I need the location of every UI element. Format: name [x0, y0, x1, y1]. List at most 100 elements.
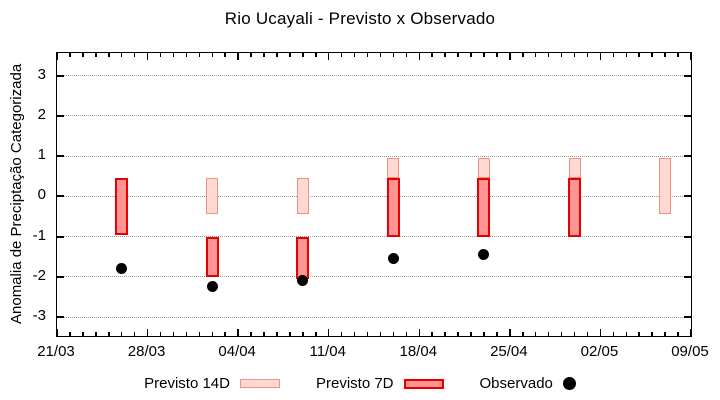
observado-point — [206, 281, 218, 293]
x-minor-tick — [120, 332, 123, 336]
x-major-tick — [327, 53, 330, 60]
y-tick-label: -2 — [32, 266, 46, 284]
x-minor-tick — [483, 332, 485, 336]
x-minor-tick — [108, 332, 110, 336]
x-minor-tick — [82, 332, 84, 336]
legend-label-previsto-7d: Previsto 7D — [315, 375, 394, 392]
x-minor-tick — [159, 332, 162, 336]
x-minor-tick — [159, 53, 162, 57]
x-minor-tick — [198, 332, 201, 336]
x-minor-tick — [302, 53, 304, 57]
x-minor-tick — [496, 332, 498, 336]
x-minor-tick — [108, 53, 110, 57]
y-tick-label: 2 — [37, 105, 46, 123]
x-tick-label: 09/05 — [671, 343, 709, 360]
y-tick — [57, 114, 64, 117]
x-minor-tick — [547, 53, 550, 57]
y-tick — [684, 114, 691, 117]
x-tick-label: 18/04 — [399, 343, 438, 360]
x-minor-tick — [366, 332, 369, 336]
x-major-tick — [509, 329, 511, 336]
x-minor-tick — [638, 53, 640, 57]
x-minor-tick — [405, 332, 408, 336]
x-minor-tick — [392, 332, 395, 336]
x-minor-tick — [522, 53, 524, 57]
x-minor-tick — [586, 332, 589, 336]
plot-area — [56, 52, 692, 337]
x-minor-tick — [250, 53, 252, 57]
observado-point — [297, 275, 309, 287]
x-minor-tick — [198, 53, 201, 57]
x-tick-label: 25/04 — [490, 343, 528, 360]
x-minor-tick — [82, 53, 84, 57]
x-minor-tick — [340, 53, 343, 57]
x-minor-tick — [289, 53, 291, 57]
x-minor-tick — [560, 332, 563, 336]
legend-item-previsto-14d: Previsto 14D — [144, 375, 280, 392]
range-bar-previsto-7d — [115, 178, 129, 235]
x-minor-tick — [172, 332, 175, 336]
x-minor-tick — [573, 332, 576, 336]
y-tick — [57, 316, 64, 319]
range-bar-previsto-7d — [205, 236, 219, 277]
x-tick-label: 04/04 — [218, 343, 256, 360]
x-minor-tick — [651, 332, 653, 336]
x-minor-tick — [638, 332, 640, 336]
x-minor-tick — [69, 332, 71, 336]
x-major-tick — [237, 329, 239, 336]
x-major-tick — [599, 329, 602, 336]
y-tick-label: -1 — [32, 226, 46, 244]
x-minor-tick — [534, 53, 537, 57]
gridline — [57, 195, 691, 197]
x-major-tick — [418, 329, 421, 336]
x-minor-tick — [276, 53, 278, 57]
x-minor-tick — [470, 53, 472, 57]
x-minor-tick — [315, 332, 317, 336]
x-minor-tick — [677, 332, 679, 336]
x-minor-tick — [496, 53, 498, 57]
x-minor-tick — [625, 53, 628, 57]
x-minor-tick — [95, 53, 97, 57]
x-tick-label: 28/03 — [127, 343, 166, 360]
x-tick-label: 11/04 — [309, 343, 346, 360]
x-minor-tick — [457, 332, 459, 336]
x-minor-tick — [185, 332, 188, 336]
x-minor-tick — [95, 332, 97, 336]
x-major-tick — [599, 53, 602, 60]
gridline — [57, 236, 691, 238]
legend-label-observado: Observado — [479, 375, 553, 392]
x-minor-tick — [379, 332, 382, 336]
x-minor-tick — [431, 332, 433, 336]
range-bar-previsto-7d — [568, 178, 582, 237]
x-minor-tick — [185, 53, 188, 57]
x-minor-tick — [625, 332, 628, 336]
range-bar-previsto-14d — [659, 158, 672, 215]
x-minor-tick — [315, 53, 317, 57]
x-major-tick — [509, 53, 511, 60]
range-bar-previsto-7d — [386, 178, 400, 237]
chart-title: Rio Ucayali - Previsto x Observado — [224, 9, 496, 28]
range-bar-previsto-14d — [206, 178, 219, 215]
y-tick — [57, 195, 64, 198]
x-minor-tick — [133, 332, 136, 336]
x-major-tick — [146, 329, 149, 336]
legend-item-observado: Observado — [480, 375, 576, 392]
legend-swatch-previsto-14d-icon — [239, 379, 280, 388]
x-minor-tick — [69, 53, 71, 57]
y-tick-label: 0 — [37, 186, 46, 204]
range-bar-previsto-14d — [387, 158, 400, 179]
y-tick — [684, 74, 691, 77]
y-tick — [684, 275, 691, 278]
gridline — [57, 276, 691, 278]
x-minor-tick — [133, 53, 136, 57]
x-minor-tick — [651, 53, 653, 57]
gridline — [57, 155, 691, 157]
x-minor-tick — [276, 332, 278, 336]
legend-item-previsto-7d: Previsto 7D — [316, 375, 444, 392]
x-minor-tick — [353, 53, 356, 57]
x-minor-tick — [211, 332, 213, 336]
x-minor-tick — [172, 53, 175, 57]
observado-point — [478, 249, 490, 261]
legend: Previsto 14D Previsto 7D Observado — [0, 375, 720, 392]
range-bar-previsto-7d — [296, 236, 310, 279]
